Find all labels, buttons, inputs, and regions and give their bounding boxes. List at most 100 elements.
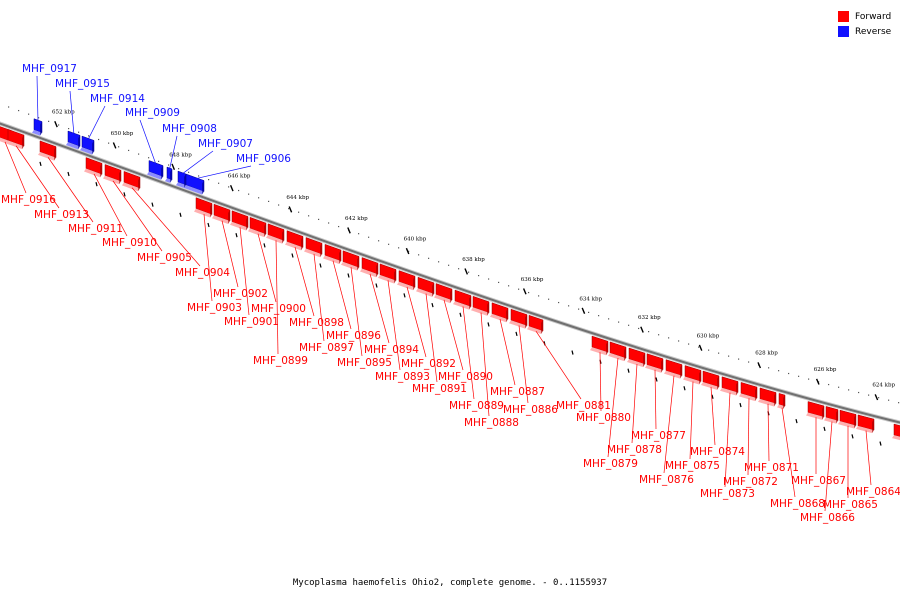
gene-label-reverse: MHF_0915 (55, 78, 110, 90)
label-leader (480, 312, 490, 417)
gene-edge (228, 210, 230, 225)
scale-dot (788, 372, 790, 375)
scale-dot (178, 168, 180, 170)
gene-label-forward: MHF_0893 (375, 371, 430, 383)
scale-dot (58, 124, 60, 126)
gene-features (0, 118, 900, 441)
gene-edge (661, 358, 663, 373)
gene-shadow (683, 376, 701, 385)
gene-edge (246, 216, 248, 231)
forward-gene (490, 302, 509, 323)
label-leader (181, 150, 214, 175)
scale-dot (748, 361, 750, 363)
gene-edge (92, 140, 94, 155)
label-leader (4, 141, 27, 194)
reverse-swatch (838, 26, 849, 37)
gene-edge (210, 203, 212, 218)
major-tick (288, 206, 293, 213)
gene-shadow (701, 382, 719, 390)
gene-shadow (824, 417, 838, 424)
gene-shadow (720, 387, 738, 396)
gene-edge (54, 146, 56, 161)
minor-tick (123, 192, 126, 197)
major-tick (347, 227, 351, 234)
gene-edge (717, 375, 719, 390)
scale-dot (618, 321, 620, 323)
reverse-gene (147, 160, 164, 180)
gene-label-forward: MHF_0913 (34, 209, 89, 221)
gene-edge (506, 308, 508, 323)
forward-gene (664, 359, 683, 379)
minor-tick (851, 434, 854, 439)
forward-gene (608, 341, 627, 362)
gene-edge (783, 395, 785, 410)
scale-dot (588, 311, 590, 313)
tick-label: 648 kbp (169, 152, 192, 158)
label-leader (654, 369, 657, 430)
gene-label-forward: MHF_0902 (213, 288, 268, 300)
scale-dot (478, 275, 480, 277)
gene-shadow (608, 352, 626, 362)
label-leader (350, 267, 363, 357)
gene-edge (736, 381, 738, 396)
reverse-gene (176, 170, 187, 188)
major-tick (405, 247, 410, 255)
scale-dot (418, 254, 420, 256)
scale-dot (48, 120, 50, 122)
gene-shadow (176, 182, 186, 188)
gene-shadow (838, 421, 856, 429)
label-leader (443, 299, 464, 371)
major-tick (54, 120, 58, 128)
label-leader (36, 75, 39, 122)
major-tick (171, 163, 176, 171)
gene-shadow (434, 294, 452, 304)
forward-gene (103, 164, 122, 185)
tick-label: 650 kbp (111, 131, 134, 137)
gene-edge (22, 135, 24, 150)
label-leader (194, 165, 252, 180)
tick-label: 636 kbp (521, 277, 544, 283)
gene-shadow (6, 140, 24, 150)
minor-tick (39, 161, 42, 167)
minor-tick (67, 171, 70, 177)
gene-edge (357, 256, 359, 271)
gene-shadow (892, 435, 900, 441)
gene-labels: MHF_0917 MHF_0915 MHF_0914 MHF_0909 MHF_0908… (1, 63, 900, 524)
gene-edge (184, 173, 186, 188)
gene-label-reverse: MHF_0917 (22, 63, 77, 75)
minor-tick (375, 283, 378, 288)
scale-dot (498, 281, 500, 284)
scale-dot (188, 171, 190, 173)
gene-label-forward: MHF_0895 (337, 357, 392, 369)
forward-gene-edge (892, 423, 900, 441)
major-tick (874, 394, 879, 401)
scale-dot (8, 106, 10, 108)
label-leader (332, 260, 352, 330)
label-leader (689, 381, 694, 460)
forward-gene (590, 335, 609, 356)
gene-label-forward: MHF_0911 (68, 223, 123, 235)
forward-gene (378, 263, 397, 284)
forward-gene (194, 197, 213, 218)
label-leader (663, 375, 675, 474)
gene-label-forward: MHF_0872 (723, 476, 778, 488)
scale-dot (568, 305, 570, 307)
minor-tick (403, 293, 406, 298)
minor-tick (487, 322, 490, 327)
tick-label: 642 kbp (345, 216, 368, 222)
gene-edge (450, 289, 452, 304)
scale-dot (518, 288, 520, 290)
minor-tick (431, 302, 434, 308)
legend-reverse-label: Reverse (855, 26, 892, 37)
minor-tick (179, 212, 182, 217)
scale-dot (878, 397, 880, 399)
scale-dot (538, 295, 540, 297)
gene-edge (487, 301, 489, 316)
gene-edge (680, 364, 682, 379)
major-tick (464, 268, 469, 275)
forward-gene (212, 203, 231, 225)
scale-dot (778, 370, 780, 372)
forward-gene (824, 406, 839, 424)
tick-label: 632 kbp (638, 315, 661, 321)
